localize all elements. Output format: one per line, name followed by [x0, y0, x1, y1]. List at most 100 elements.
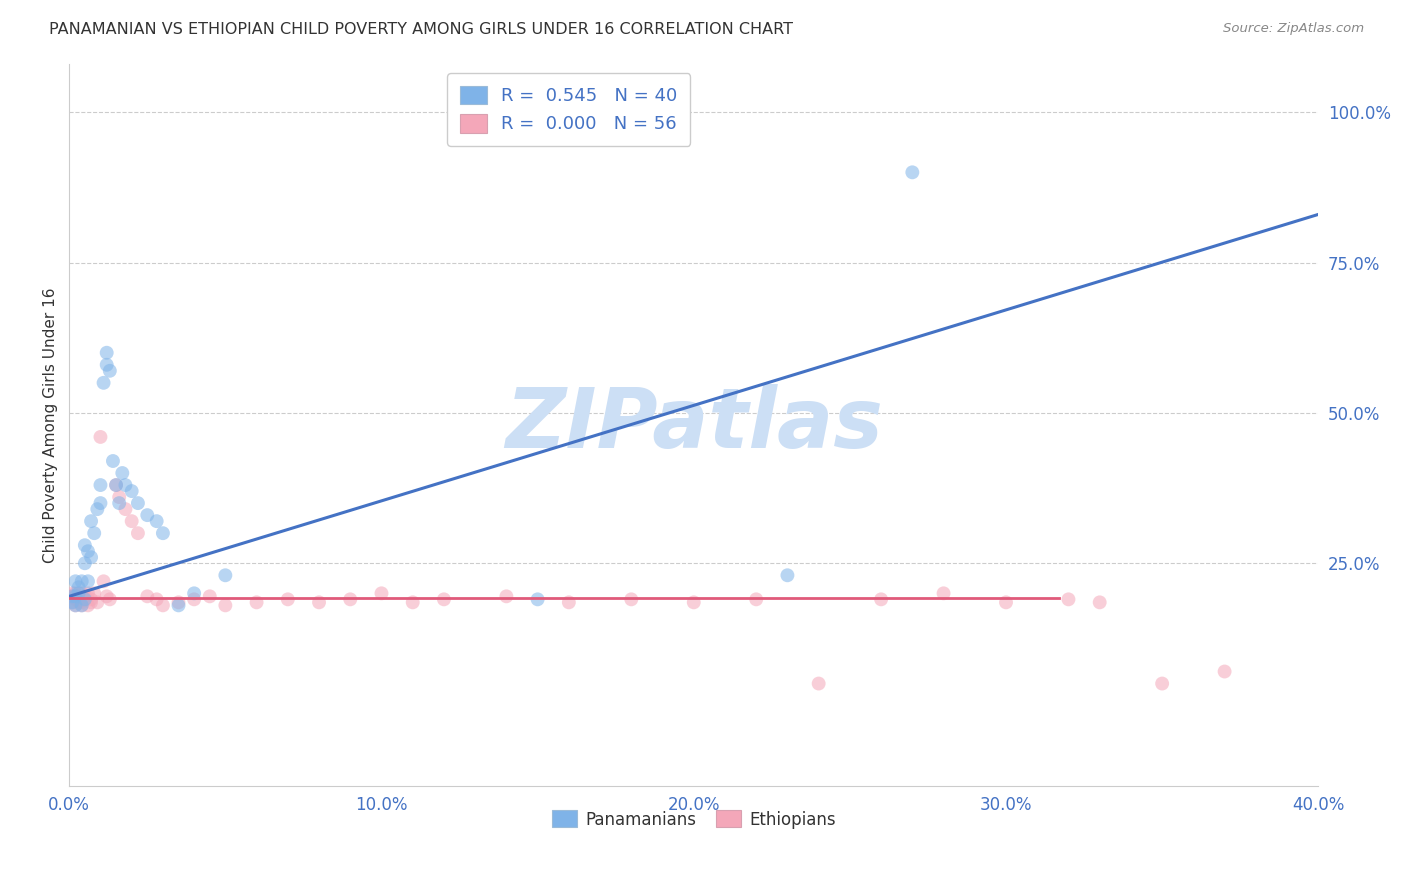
Point: [433, 592, 456, 607]
Text: ZIPatlas: ZIPatlas: [505, 384, 883, 466]
Point: [73, 592, 96, 607]
Point: [682, 595, 704, 609]
Point: [89, 478, 111, 492]
Point: [145, 592, 167, 607]
Point: [93, 376, 115, 390]
Point: [60, 595, 83, 609]
Point: [901, 165, 924, 179]
Point: [1152, 676, 1174, 690]
Point: [86, 502, 108, 516]
Point: [60, 595, 83, 609]
Point: [183, 586, 205, 600]
Point: [105, 478, 128, 492]
Point: [745, 592, 768, 607]
Point: [80, 595, 103, 609]
Point: [67, 580, 90, 594]
Point: [77, 586, 100, 600]
Point: [70, 599, 93, 613]
Point: [152, 599, 174, 613]
Point: [70, 599, 93, 613]
Point: [127, 496, 149, 510]
Point: [277, 592, 299, 607]
Point: [70, 595, 93, 609]
Point: [339, 592, 361, 607]
Y-axis label: Child Poverty Among Girls Under 16: Child Poverty Among Girls Under 16: [44, 287, 58, 563]
Point: [89, 430, 111, 444]
Point: [93, 574, 115, 589]
Legend: Panamanians, Ethiopians: Panamanians, Ethiopians: [546, 804, 842, 835]
Point: [67, 592, 90, 607]
Point: [108, 490, 131, 504]
Point: [65, 592, 87, 607]
Point: [60, 586, 83, 600]
Point: [77, 574, 100, 589]
Point: [807, 676, 830, 690]
Point: [620, 592, 643, 607]
Point: [136, 508, 159, 523]
Point: [127, 526, 149, 541]
Point: [80, 514, 103, 528]
Point: [121, 514, 143, 528]
Point: [96, 345, 118, 359]
Point: [214, 568, 236, 582]
Point: [73, 590, 96, 604]
Point: [77, 599, 100, 613]
Point: [67, 595, 90, 609]
Point: [67, 586, 90, 600]
Point: [86, 595, 108, 609]
Point: [73, 556, 96, 570]
Point: [121, 484, 143, 499]
Point: [167, 599, 190, 613]
Point: [167, 595, 190, 609]
Point: [136, 590, 159, 604]
Point: [83, 586, 105, 600]
Text: Source: ZipAtlas.com: Source: ZipAtlas.com: [1223, 22, 1364, 36]
Point: [65, 599, 87, 613]
Point: [402, 595, 425, 609]
Point: [73, 592, 96, 607]
Point: [67, 590, 90, 604]
Point: [98, 592, 121, 607]
Point: [152, 526, 174, 541]
Point: [108, 496, 131, 510]
Point: [60, 590, 83, 604]
Point: [65, 586, 87, 600]
Point: [308, 595, 330, 609]
Point: [96, 590, 118, 604]
Point: [114, 502, 136, 516]
Point: [995, 595, 1018, 609]
Point: [70, 574, 93, 589]
Point: [73, 538, 96, 552]
Point: [1088, 595, 1111, 609]
Point: [89, 496, 111, 510]
Point: [65, 599, 87, 613]
Point: [1057, 592, 1080, 607]
Point: [65, 574, 87, 589]
Point: [83, 526, 105, 541]
Point: [495, 590, 517, 604]
Point: [776, 568, 799, 582]
Point: [145, 514, 167, 528]
Text: PANAMANIAN VS ETHIOPIAN CHILD POVERTY AMONG GIRLS UNDER 16 CORRELATION CHART: PANAMANIAN VS ETHIOPIAN CHILD POVERTY AM…: [49, 22, 793, 37]
Point: [80, 550, 103, 565]
Point: [60, 590, 83, 604]
Point: [558, 595, 581, 609]
Point: [80, 592, 103, 607]
Point: [70, 586, 93, 600]
Point: [932, 586, 955, 600]
Point: [245, 595, 267, 609]
Point: [98, 364, 121, 378]
Point: [65, 590, 87, 604]
Point: [870, 592, 893, 607]
Point: [105, 478, 128, 492]
Point: [114, 478, 136, 492]
Point: [214, 599, 236, 613]
Point: [77, 544, 100, 558]
Point: [183, 592, 205, 607]
Point: [198, 590, 221, 604]
Point: [96, 358, 118, 372]
Point: [1213, 665, 1236, 679]
Point: [526, 592, 548, 607]
Point: [101, 454, 124, 468]
Point: [370, 586, 392, 600]
